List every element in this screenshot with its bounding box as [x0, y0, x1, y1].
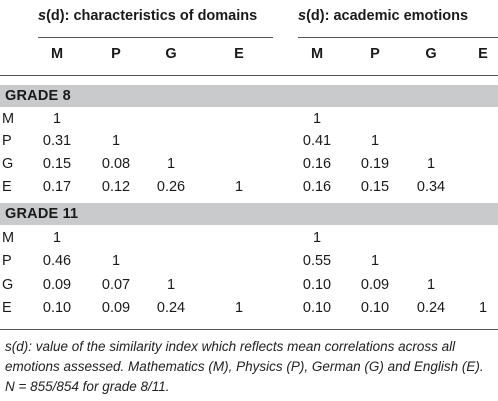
cell: 1: [52, 230, 62, 246]
cell: 0.55: [302, 253, 332, 269]
cell: 0.09: [42, 277, 72, 293]
table-row: P 0.46 1 0.55 1: [0, 250, 498, 272]
table-row: P 0.31 1 0.41 1: [0, 130, 498, 152]
col-header-emotions-e: E: [478, 46, 488, 62]
col-header-emotions-m: M: [310, 46, 324, 62]
cell: 1: [111, 133, 121, 149]
footnote-line: s(d): value of the similarity index whic…: [5, 339, 456, 354]
row-label: M: [2, 111, 15, 127]
row-label: P: [2, 253, 12, 269]
cell: 1: [234, 179, 244, 195]
cell: 0.19: [360, 156, 390, 172]
cell: 1: [234, 300, 244, 316]
cell: 0.26: [156, 179, 186, 195]
table-row: E 0.17 0.12 0.26 1 0.16 0.15 0.34: [0, 176, 498, 198]
table-row: M 1 1: [0, 227, 498, 249]
footnote-line: emotions assessed. Mathematics (M), Phys…: [5, 359, 484, 374]
table-row: M 1 1: [0, 108, 498, 130]
cell: 0.17: [42, 179, 72, 195]
cell: 0.34: [416, 179, 446, 195]
cell: 1: [312, 230, 322, 246]
cell: 0.31: [42, 133, 72, 149]
cell: 0.16: [302, 179, 332, 195]
group-header-emotions: s(d): academic emotions: [298, 8, 469, 24]
cell: 1: [166, 277, 176, 293]
col-header-domains-g: G: [165, 46, 177, 62]
cell: 0.08: [101, 156, 131, 172]
cell: 0.15: [360, 179, 390, 195]
cell: 1: [52, 111, 62, 127]
header-rule: [0, 75, 498, 76]
section-label: GRADE 8: [5, 88, 71, 104]
cell: 1: [370, 133, 380, 149]
cell: 0.10: [302, 300, 332, 316]
col-header-domains-e: E: [234, 46, 244, 62]
group-rule-domains: [38, 37, 273, 38]
cell: 1: [166, 156, 176, 172]
cell: 0.07: [101, 277, 131, 293]
table-row: G 0.09 0.07 1 0.10 0.09 1: [0, 274, 498, 296]
group-header-domains: s(d): characteristics of domains: [38, 8, 258, 24]
col-header-emotions-p: P: [370, 46, 380, 62]
cell: 1: [312, 111, 322, 127]
cell: 0.15: [42, 156, 72, 172]
cell: 0.46: [42, 253, 72, 269]
cell: 1: [426, 156, 436, 172]
cell: 1: [111, 253, 121, 269]
row-label: E: [2, 300, 12, 316]
row-label: M: [2, 230, 15, 246]
cell: 0.24: [156, 300, 186, 316]
section-band-grade-11: GRADE 11: [0, 203, 498, 225]
cell: 0.10: [302, 277, 332, 293]
cell: 0.10: [42, 300, 72, 316]
cell: 1: [426, 277, 436, 293]
row-label: E: [2, 179, 12, 195]
col-header-emotions-g: G: [425, 46, 437, 62]
group-rule-emotions: [298, 37, 498, 38]
row-label: G: [2, 156, 14, 172]
footnote-line: N = 855/854 for grade 8/11.: [5, 379, 170, 394]
cell: 0.24: [416, 300, 446, 316]
bottom-rule: [0, 329, 498, 330]
table-row: E 0.10 0.09 0.24 1 0.10 0.10 0.24 1: [0, 297, 498, 319]
row-label: G: [2, 277, 14, 293]
section-label: GRADE 11: [5, 206, 79, 222]
cell: 0.10: [360, 300, 390, 316]
table-footnote: s(d): value of the similarity index whic…: [5, 337, 493, 397]
cell: 0.09: [101, 300, 131, 316]
col-header-domains-p: P: [111, 46, 121, 62]
row-label: P: [2, 133, 12, 149]
section-band-grade-8: GRADE 8: [0, 85, 498, 107]
table-row: G 0.15 0.08 1 0.16 0.19 1: [0, 153, 498, 175]
cell: 1: [370, 253, 380, 269]
cell: 1: [478, 300, 488, 316]
cell: 0.41: [302, 133, 332, 149]
cell: 0.16: [302, 156, 332, 172]
cell: 0.12: [101, 179, 131, 195]
cell: 0.09: [360, 277, 390, 293]
col-header-domains-m: M: [50, 46, 64, 62]
